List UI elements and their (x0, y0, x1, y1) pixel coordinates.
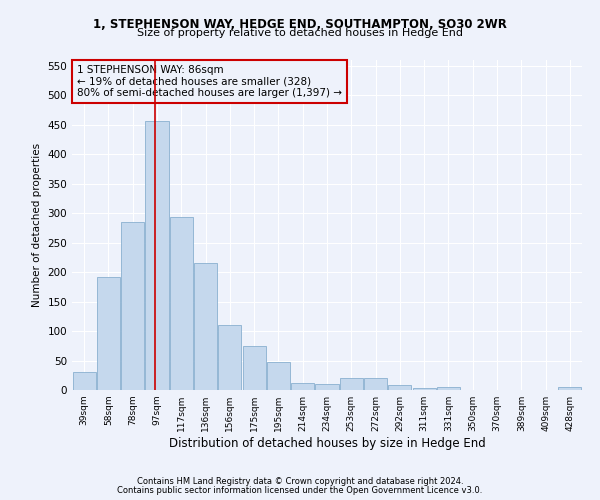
X-axis label: Distribution of detached houses by size in Hedge End: Distribution of detached houses by size … (169, 437, 485, 450)
Bar (194, 264, 217, 390)
Bar (388, 386, 412, 390)
Text: 1, STEPHENSON WAY, HEDGE END, SOUTHAMPTON, SO30 2WR: 1, STEPHENSON WAY, HEDGE END, SOUTHAMPTO… (93, 18, 507, 30)
Bar (267, 362, 290, 390)
Bar (170, 218, 193, 390)
Bar (316, 384, 338, 390)
Bar (242, 346, 266, 390)
Bar (340, 378, 363, 390)
Text: 1 STEPHENSON WAY: 86sqm
← 19% of detached houses are smaller (328)
80% of semi-d: 1 STEPHENSON WAY: 86sqm ← 19% of detache… (77, 65, 342, 98)
Bar (121, 222, 144, 390)
Y-axis label: Number of detached properties: Number of detached properties (32, 143, 42, 307)
Bar (218, 325, 241, 390)
Bar (437, 387, 460, 390)
Bar (291, 383, 314, 390)
Bar (73, 372, 95, 390)
Text: Contains public sector information licensed under the Open Government Licence v3: Contains public sector information licen… (118, 486, 482, 495)
Bar (145, 120, 169, 390)
Bar (97, 277, 120, 390)
Text: Size of property relative to detached houses in Hedge End: Size of property relative to detached ho… (137, 28, 463, 38)
Bar (559, 387, 581, 390)
Bar (364, 378, 387, 390)
Bar (413, 388, 436, 390)
Text: Contains HM Land Registry data © Crown copyright and database right 2024.: Contains HM Land Registry data © Crown c… (137, 477, 463, 486)
